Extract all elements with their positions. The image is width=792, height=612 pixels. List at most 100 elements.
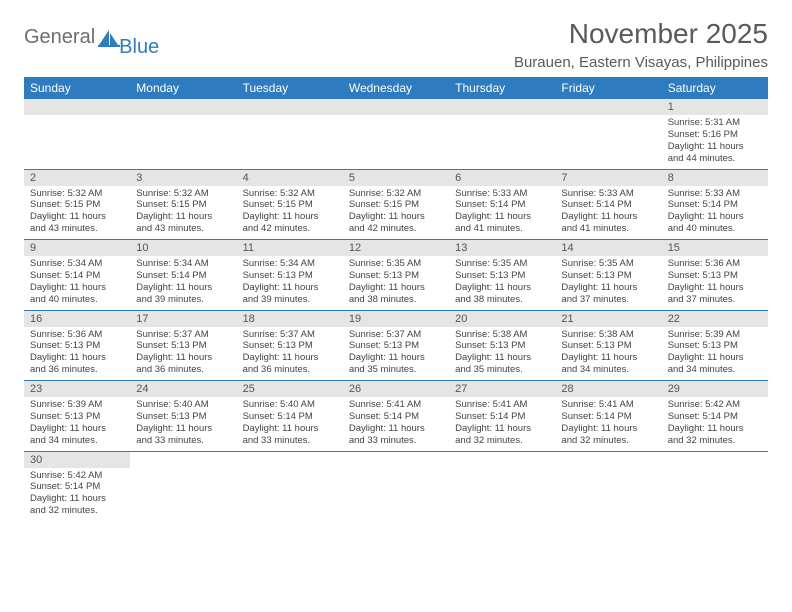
day-line: Daylight: 11 hours and 39 minutes. xyxy=(136,282,230,306)
day-line: Sunrise: 5:41 AM xyxy=(561,399,655,411)
day-line: Sunset: 5:13 PM xyxy=(30,340,124,352)
day-line: Sunset: 5:14 PM xyxy=(668,199,762,211)
weekday-header: Monday xyxy=(130,77,236,99)
day-line: Sunset: 5:13 PM xyxy=(455,340,549,352)
calendar-cell: 15Sunrise: 5:36 AMSunset: 5:13 PMDayligh… xyxy=(662,240,768,311)
day-line: Sunrise: 5:31 AM xyxy=(668,117,762,129)
day-content: Sunrise: 5:37 AMSunset: 5:13 PMDaylight:… xyxy=(237,327,343,381)
day-line: Sunrise: 5:35 AM xyxy=(349,258,443,270)
day-content: Sunrise: 5:37 AMSunset: 5:13 PMDaylight:… xyxy=(343,327,449,381)
day-number xyxy=(662,452,768,468)
day-content: Sunrise: 5:42 AMSunset: 5:14 PMDaylight:… xyxy=(662,397,768,451)
day-number: 4 xyxy=(237,170,343,186)
calendar-cell: 25Sunrise: 5:40 AMSunset: 5:14 PMDayligh… xyxy=(237,381,343,452)
weekday-header: Sunday xyxy=(24,77,130,99)
calendar-week: 23Sunrise: 5:39 AMSunset: 5:13 PMDayligh… xyxy=(24,381,768,452)
day-content: Sunrise: 5:34 AMSunset: 5:14 PMDaylight:… xyxy=(24,256,130,310)
day-number: 24 xyxy=(130,381,236,397)
calendar-cell: 28Sunrise: 5:41 AMSunset: 5:14 PMDayligh… xyxy=(555,381,661,452)
day-line: Sunrise: 5:32 AM xyxy=(136,188,230,200)
calendar-cell: 4Sunrise: 5:32 AMSunset: 5:15 PMDaylight… xyxy=(237,169,343,240)
day-line: Sunset: 5:14 PM xyxy=(561,199,655,211)
day-line: Daylight: 11 hours and 40 minutes. xyxy=(30,282,124,306)
day-line: Sunrise: 5:32 AM xyxy=(243,188,337,200)
day-number xyxy=(24,99,130,115)
calendar-cell: 11Sunrise: 5:34 AMSunset: 5:13 PMDayligh… xyxy=(237,240,343,311)
day-line: Sunrise: 5:41 AM xyxy=(455,399,549,411)
day-content: Sunrise: 5:40 AMSunset: 5:14 PMDaylight:… xyxy=(237,397,343,451)
day-line: Sunset: 5:13 PM xyxy=(136,411,230,423)
day-line: Sunrise: 5:33 AM xyxy=(561,188,655,200)
day-content: Sunrise: 5:35 AMSunset: 5:13 PMDaylight:… xyxy=(449,256,555,310)
calendar-cell xyxy=(343,451,449,521)
calendar-cell xyxy=(24,99,130,169)
day-line: Sunrise: 5:37 AM xyxy=(349,329,443,341)
logo-word2: Blue xyxy=(119,36,159,59)
day-line: Daylight: 11 hours and 41 minutes. xyxy=(561,211,655,235)
day-line: Sunset: 5:13 PM xyxy=(668,270,762,282)
day-number: 22 xyxy=(662,311,768,327)
day-line: Sunrise: 5:40 AM xyxy=(243,399,337,411)
calendar-cell: 5Sunrise: 5:32 AMSunset: 5:15 PMDaylight… xyxy=(343,169,449,240)
day-line: Daylight: 11 hours and 35 minutes. xyxy=(349,352,443,376)
day-content: Sunrise: 5:35 AMSunset: 5:13 PMDaylight:… xyxy=(343,256,449,310)
day-number: 17 xyxy=(130,311,236,327)
calendar-cell: 22Sunrise: 5:39 AMSunset: 5:13 PMDayligh… xyxy=(662,310,768,381)
day-line: Sunrise: 5:34 AM xyxy=(30,258,124,270)
calendar-cell xyxy=(662,451,768,521)
day-number: 16 xyxy=(24,311,130,327)
day-line: Sunrise: 5:32 AM xyxy=(349,188,443,200)
day-line: Sunset: 5:13 PM xyxy=(455,270,549,282)
day-number: 8 xyxy=(662,170,768,186)
day-number: 9 xyxy=(24,240,130,256)
calendar-cell xyxy=(449,451,555,521)
calendar-week: 16Sunrise: 5:36 AMSunset: 5:13 PMDayligh… xyxy=(24,310,768,381)
day-number: 13 xyxy=(449,240,555,256)
day-number: 10 xyxy=(130,240,236,256)
day-number xyxy=(343,99,449,115)
day-line: Daylight: 11 hours and 32 minutes. xyxy=(668,423,762,447)
day-line: Sunrise: 5:42 AM xyxy=(30,470,124,482)
calendar-cell xyxy=(130,451,236,521)
day-line: Sunset: 5:13 PM xyxy=(243,340,337,352)
day-line: Sunrise: 5:36 AM xyxy=(668,258,762,270)
day-line: Sunset: 5:14 PM xyxy=(136,270,230,282)
calendar-cell xyxy=(237,99,343,169)
day-line: Sunrise: 5:33 AM xyxy=(668,188,762,200)
day-line: Sunset: 5:14 PM xyxy=(668,411,762,423)
day-content: Sunrise: 5:32 AMSunset: 5:15 PMDaylight:… xyxy=(237,186,343,240)
page-header: General Blue November 2025 Burauen, East… xyxy=(24,18,768,71)
day-number: 25 xyxy=(237,381,343,397)
calendar-cell: 10Sunrise: 5:34 AMSunset: 5:14 PMDayligh… xyxy=(130,240,236,311)
calendar-cell: 13Sunrise: 5:35 AMSunset: 5:13 PMDayligh… xyxy=(449,240,555,311)
day-number xyxy=(449,452,555,468)
weekday-header: Thursday xyxy=(449,77,555,99)
day-line: Sunset: 5:13 PM xyxy=(561,270,655,282)
day-line: Sunset: 5:15 PM xyxy=(243,199,337,211)
day-line: Daylight: 11 hours and 32 minutes. xyxy=(455,423,549,447)
day-content: Sunrise: 5:33 AMSunset: 5:14 PMDaylight:… xyxy=(555,186,661,240)
day-content: Sunrise: 5:33 AMSunset: 5:14 PMDaylight:… xyxy=(449,186,555,240)
day-number: 11 xyxy=(237,240,343,256)
day-line: Sunset: 5:13 PM xyxy=(349,340,443,352)
day-line: Daylight: 11 hours and 37 minutes. xyxy=(561,282,655,306)
day-line: Daylight: 11 hours and 35 minutes. xyxy=(455,352,549,376)
day-number xyxy=(237,99,343,115)
page-title: November 2025 xyxy=(514,18,768,50)
day-content: Sunrise: 5:35 AMSunset: 5:13 PMDaylight:… xyxy=(555,256,661,310)
day-line: Daylight: 11 hours and 39 minutes. xyxy=(243,282,337,306)
day-content: Sunrise: 5:34 AMSunset: 5:14 PMDaylight:… xyxy=(130,256,236,310)
calendar-head: SundayMondayTuesdayWednesdayThursdayFrid… xyxy=(24,77,768,99)
calendar-cell: 8Sunrise: 5:33 AMSunset: 5:14 PMDaylight… xyxy=(662,169,768,240)
calendar-week: 1Sunrise: 5:31 AMSunset: 5:16 PMDaylight… xyxy=(24,99,768,169)
calendar-cell: 3Sunrise: 5:32 AMSunset: 5:15 PMDaylight… xyxy=(130,169,236,240)
day-line: Sunset: 5:14 PM xyxy=(30,270,124,282)
calendar-cell: 18Sunrise: 5:37 AMSunset: 5:13 PMDayligh… xyxy=(237,310,343,381)
day-content: Sunrise: 5:32 AMSunset: 5:15 PMDaylight:… xyxy=(130,186,236,240)
day-line: Sunset: 5:16 PM xyxy=(668,129,762,141)
day-line: Daylight: 11 hours and 34 minutes. xyxy=(668,352,762,376)
day-line: Daylight: 11 hours and 43 minutes. xyxy=(136,211,230,235)
weekday-header: Saturday xyxy=(662,77,768,99)
day-content: Sunrise: 5:31 AMSunset: 5:16 PMDaylight:… xyxy=(662,115,768,169)
calendar-cell: 29Sunrise: 5:42 AMSunset: 5:14 PMDayligh… xyxy=(662,381,768,452)
